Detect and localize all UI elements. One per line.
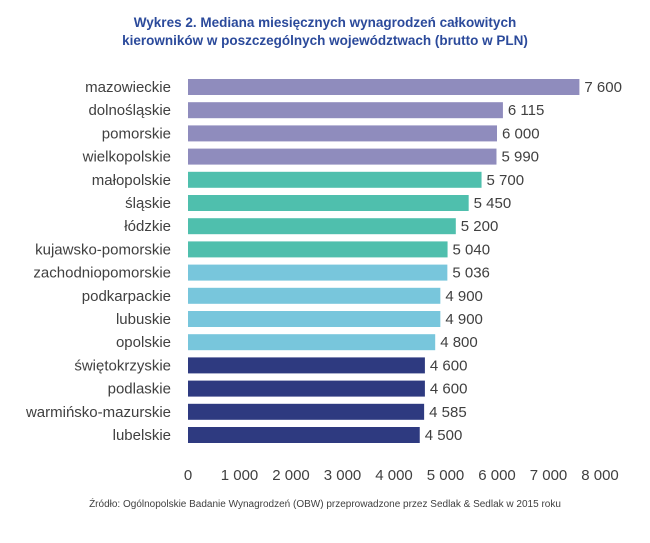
category-label: podlaskie bbox=[108, 381, 171, 398]
x-tick-label: 4 000 bbox=[375, 467, 413, 484]
data-label: 7 600 bbox=[584, 79, 622, 96]
source-note: Źródło: Ogólnopolskie Badanie Wynagrodze… bbox=[89, 499, 561, 510]
bar bbox=[188, 195, 469, 211]
category-label: dolnośląskie bbox=[88, 102, 171, 119]
category-label: zachodniopomorskie bbox=[33, 265, 171, 282]
bar bbox=[188, 148, 497, 165]
bar bbox=[188, 125, 497, 142]
bar bbox=[188, 79, 580, 95]
bar bbox=[188, 403, 425, 420]
category-label: opolskie bbox=[116, 334, 171, 351]
data-label: 5 036 bbox=[452, 265, 490, 282]
data-label: 6 000 bbox=[502, 125, 540, 142]
x-tick-label: 8 000 bbox=[581, 467, 619, 484]
x-tick-label: 5 000 bbox=[427, 467, 465, 484]
data-label: 5 990 bbox=[501, 149, 539, 166]
data-label: 5 450 bbox=[474, 195, 512, 212]
chart-title: Wykres 2. Mediana miesięcznych wynagrodz… bbox=[0, 14, 650, 50]
chart-title-line-1: Wykres 2. Mediana miesięcznych wynagrodz… bbox=[133, 15, 517, 30]
category-label: łódzkie bbox=[124, 218, 171, 235]
bar bbox=[188, 311, 441, 327]
data-label: 5 200 bbox=[461, 218, 499, 235]
x-tick-label: 0 bbox=[184, 467, 192, 484]
category-label: małopolskie bbox=[92, 172, 171, 189]
data-label: 4 800 bbox=[440, 334, 478, 351]
category-label: pomorskie bbox=[102, 125, 171, 142]
category-label: warmińsko-mazurskie bbox=[25, 404, 171, 421]
x-tick-label: 7 000 bbox=[530, 467, 568, 484]
x-tick-label: 3 000 bbox=[324, 467, 362, 484]
data-label: 4 600 bbox=[430, 381, 468, 398]
bar bbox=[188, 102, 503, 119]
bar bbox=[188, 380, 425, 397]
bar bbox=[188, 264, 448, 281]
data-label: 4 900 bbox=[445, 311, 483, 328]
data-label: 4 600 bbox=[430, 357, 468, 374]
data-label: 5 040 bbox=[453, 241, 491, 258]
data-label: 4 585 bbox=[429, 404, 467, 421]
data-label: 6 115 bbox=[508, 102, 544, 119]
bar bbox=[188, 218, 456, 235]
category-label: śląskie bbox=[125, 195, 171, 212]
data-label: 4 500 bbox=[425, 427, 463, 444]
chart-title-line-2: kierowników w poszczególnych województwa… bbox=[122, 33, 528, 48]
category-label: lubelskie bbox=[113, 427, 171, 444]
x-tick-label: 1 000 bbox=[221, 467, 259, 484]
bar bbox=[188, 357, 425, 374]
x-tick-label: 6 000 bbox=[478, 467, 516, 484]
x-tick-label: 2 000 bbox=[272, 467, 310, 484]
category-label: kujawsko-pomorskie bbox=[35, 241, 171, 258]
bar bbox=[188, 241, 448, 258]
category-label: wielkopolskie bbox=[82, 149, 171, 166]
category-label: podkarpackie bbox=[82, 288, 171, 305]
bar bbox=[188, 334, 436, 351]
category-label: mazowieckie bbox=[85, 79, 171, 96]
data-label: 4 900 bbox=[445, 288, 483, 305]
bar bbox=[188, 171, 482, 188]
data-label: 5 700 bbox=[487, 172, 525, 189]
bar bbox=[188, 427, 420, 443]
category-label: świętokrzyskie bbox=[74, 357, 171, 374]
bar bbox=[188, 287, 441, 304]
category-label: lubuskie bbox=[116, 311, 171, 328]
